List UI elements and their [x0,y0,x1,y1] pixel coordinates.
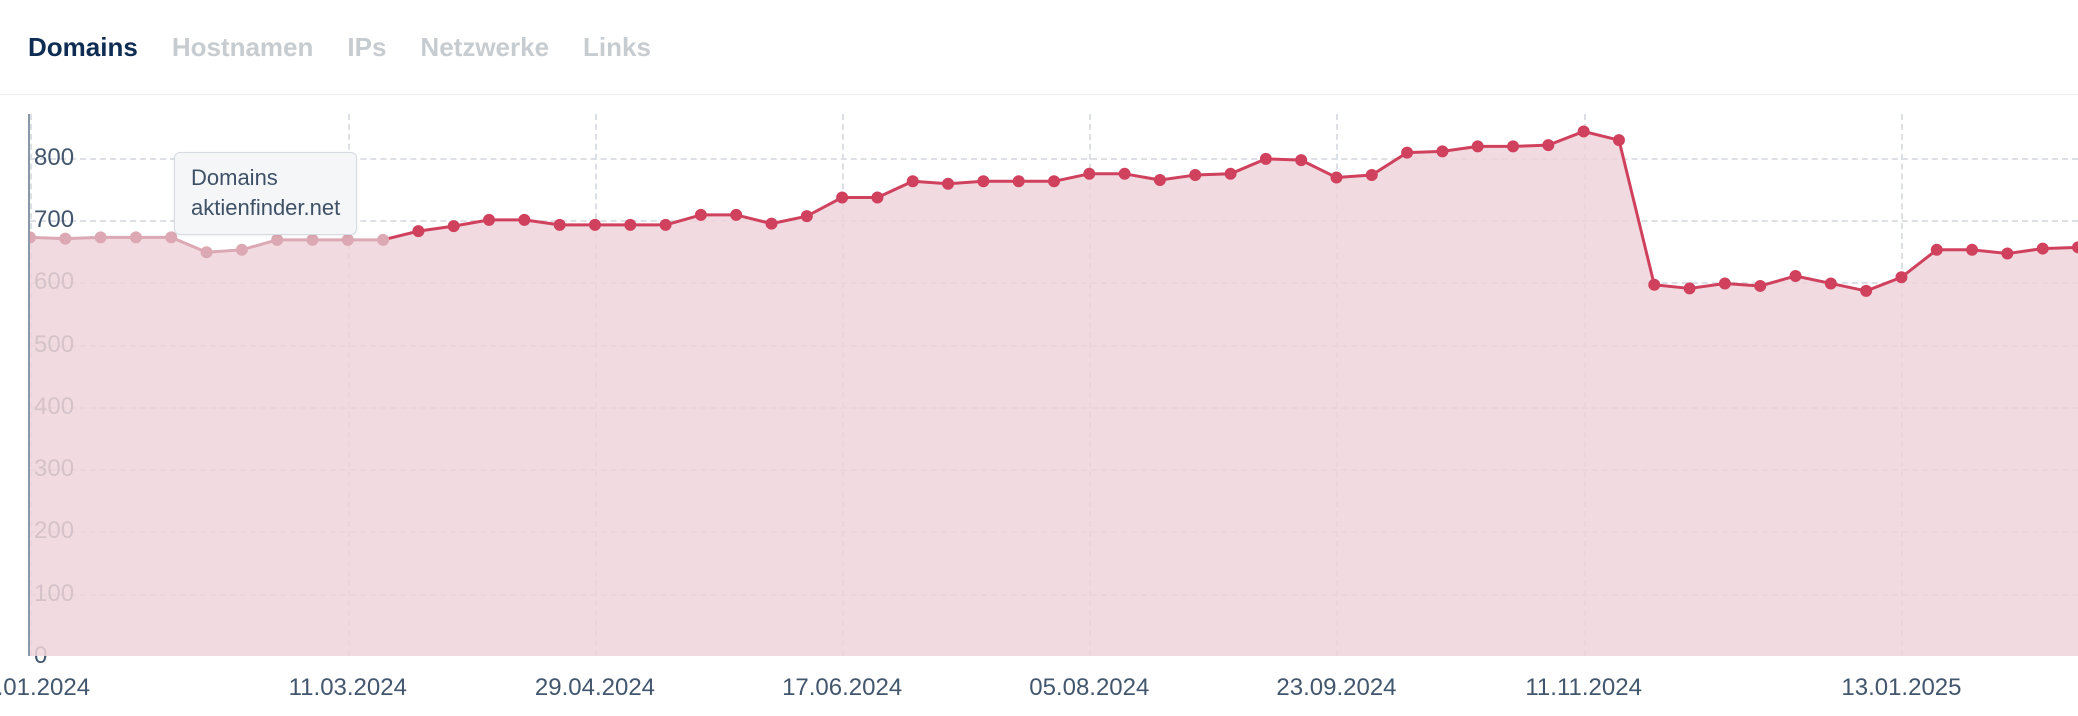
data-point[interactable] [2002,248,2013,259]
x-tick-label: 29.04.2024 [535,674,655,702]
data-point[interactable] [413,226,424,237]
data-point[interactable] [1084,168,1095,179]
data-point[interactable] [1684,283,1695,294]
x-tick-label: 23.09.2024 [1276,674,1396,702]
data-point[interactable] [201,247,212,258]
data-point[interactable] [1119,168,1130,179]
data-point[interactable] [1154,175,1165,186]
data-point[interactable] [1967,244,1978,255]
plot-area: 0100200300400500600700800Domainsaktienfi… [28,114,2078,656]
tab-ips[interactable]: IPs [347,32,386,63]
tab-hostnamen[interactable]: Hostnamen [172,32,314,63]
tooltip-title: Domains [191,163,340,193]
data-point[interactable] [448,221,459,232]
data-point[interactable] [1825,278,1836,289]
data-point[interactable] [484,214,495,225]
data-point[interactable] [1931,244,1942,255]
chart-area: 0100200300400500600700800Domainsaktienfi… [0,94,2078,716]
data-point[interactable] [95,232,106,243]
data-point[interactable] [801,211,812,222]
data-point[interactable] [1013,176,1024,187]
data-point[interactable] [342,234,353,245]
data-point[interactable] [1366,170,1377,181]
data-point[interactable] [1755,280,1766,291]
data-point[interactable] [554,219,565,230]
x-tick-label: 05.08.2024 [1029,674,1149,702]
tab-netzwerke[interactable]: Netzwerke [420,32,549,63]
data-point[interactable] [60,233,71,244]
data-point[interactable] [1861,285,1872,296]
data-point[interactable] [1049,176,1060,187]
x-tick-label: 08.01.2024 [0,674,90,702]
data-point[interactable] [1790,270,1801,281]
data-point[interactable] [130,232,141,243]
data-point[interactable] [660,219,671,230]
x-tick-label: 11.03.2024 [289,674,407,702]
data-point[interactable] [1225,168,1236,179]
data-point[interactable] [1260,153,1271,164]
x-tick-label: 17.06.2024 [782,674,902,702]
data-point[interactable] [943,178,954,189]
root: Domains Hostnamen IPs Netzwerke Links 01… [0,0,2078,716]
data-point[interactable] [907,176,918,187]
data-point[interactable] [1649,279,1660,290]
tooltip-subtitle: aktienfinder.net [191,193,340,223]
data-point[interactable] [766,218,777,229]
data-point[interactable] [978,176,989,187]
data-point[interactable] [1437,146,1448,157]
data-point[interactable] [589,219,600,230]
data-point[interactable] [837,192,848,203]
data-point[interactable] [1719,278,1730,289]
tab-bar: Domains Hostnamen IPs Netzwerke Links [0,0,2078,95]
data-point[interactable] [731,209,742,220]
data-point[interactable] [625,219,636,230]
data-point[interactable] [1508,141,1519,152]
data-point[interactable] [2037,243,2048,254]
data-point[interactable] [1296,155,1307,166]
data-point[interactable] [519,214,530,225]
data-point[interactable] [272,234,283,245]
data-point[interactable] [872,192,883,203]
data-point[interactable] [1402,147,1413,158]
data-point[interactable] [1543,140,1554,151]
data-point[interactable] [236,244,247,255]
data-point[interactable] [1331,172,1342,183]
data-point[interactable] [695,209,706,220]
data-point[interactable] [1472,141,1483,152]
tooltip: Domainsaktienfinder.net [174,152,357,235]
tab-domains[interactable]: Domains [28,32,138,63]
x-tick-label: 11.11.2024 [1525,674,1642,702]
x-tick-label: 13.01.2025 [1841,674,1961,702]
data-point[interactable] [1578,126,1589,137]
data-point[interactable] [1896,272,1907,283]
tab-links[interactable]: Links [583,32,651,63]
data-point[interactable] [307,234,318,245]
data-point[interactable] [1190,170,1201,181]
data-point[interactable] [1613,135,1624,146]
data-point[interactable] [378,234,389,245]
